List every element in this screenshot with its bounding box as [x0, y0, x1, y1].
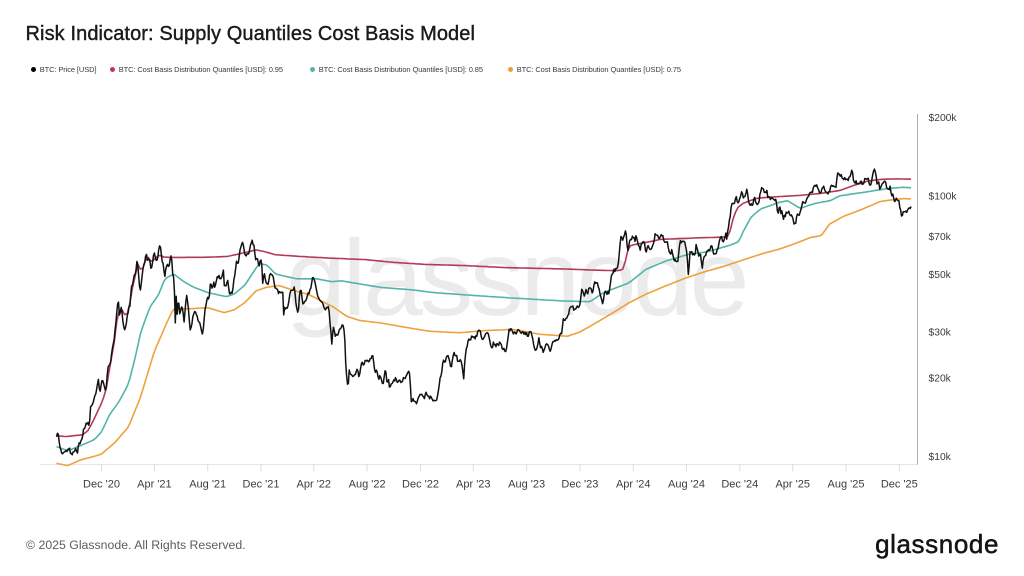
- svg-text:Aug '24: Aug '24: [668, 479, 705, 491]
- svg-text:Aug '22: Aug '22: [349, 479, 386, 491]
- svg-text:$20k: $20k: [929, 374, 952, 385]
- svg-text:$100k: $100k: [929, 191, 958, 202]
- svg-text:glassnode: glassnode: [286, 217, 746, 338]
- svg-text:Apr '25: Apr '25: [775, 479, 810, 491]
- svg-text:Aug '21: Aug '21: [189, 479, 226, 491]
- svg-text:Apr '24: Apr '24: [616, 479, 651, 491]
- svg-text:Aug '23: Aug '23: [508, 479, 545, 491]
- svg-text:Apr '22: Apr '22: [297, 479, 332, 491]
- svg-text:Dec '24: Dec '24: [721, 479, 758, 491]
- svg-text:$70k: $70k: [929, 232, 952, 243]
- svg-text:Aug '25: Aug '25: [828, 479, 865, 491]
- svg-text:Dec '22: Dec '22: [402, 479, 439, 491]
- svg-text:$200k: $200k: [929, 113, 958, 124]
- svg-text:Dec '23: Dec '23: [561, 479, 598, 491]
- svg-text:Apr '23: Apr '23: [456, 479, 491, 491]
- svg-text:$10k: $10k: [929, 452, 952, 463]
- svg-text:Dec '25: Dec '25: [881, 479, 918, 491]
- svg-text:$50k: $50k: [929, 270, 952, 281]
- svg-text:Dec '21: Dec '21: [243, 479, 280, 491]
- svg-text:Apr '21: Apr '21: [137, 479, 172, 491]
- svg-text:Dec '20: Dec '20: [83, 479, 120, 491]
- svg-text:$30k: $30k: [929, 328, 952, 339]
